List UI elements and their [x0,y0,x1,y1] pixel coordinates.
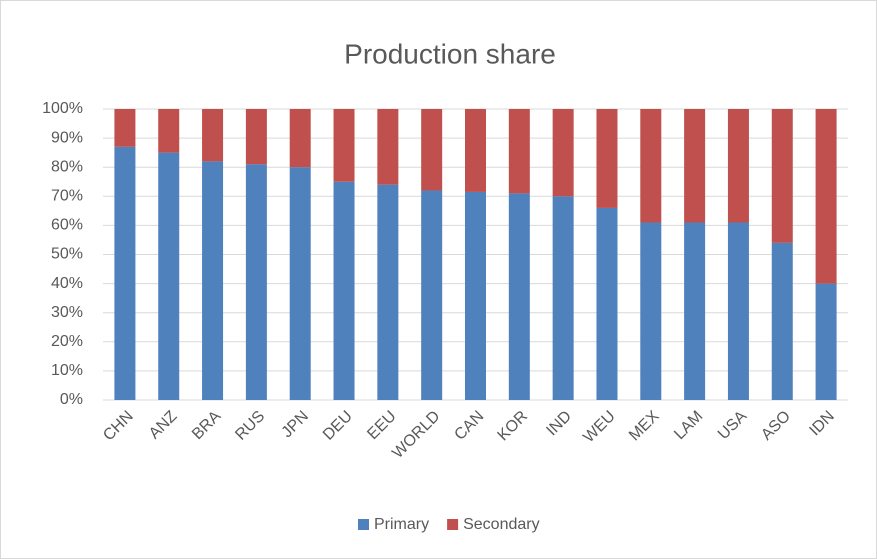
bar-segment [202,161,224,400]
bar-segment [114,146,136,400]
bar-segment [815,109,837,284]
bar-segment [552,196,574,400]
y-tick-label: 70% [51,188,83,205]
bar-segment [421,109,443,191]
legend-swatch [447,519,459,530]
bar-segment [202,109,224,162]
bar-segment [245,164,267,400]
bar-segment [727,222,749,400]
y-tick-label: 90% [51,129,83,146]
bar-segment [552,109,574,197]
y-tick-label: 100% [42,100,83,117]
chart-title: Production share [344,38,556,69]
y-tick-label: 10% [51,362,83,379]
bar-segment [377,184,399,400]
legend-label: Primary [374,516,429,533]
bar-segment [289,167,311,400]
bar-segment [333,181,355,400]
bar-segment [421,190,443,400]
bar-segment [508,193,530,400]
bar-segment [158,152,180,400]
bar-segment [596,109,618,208]
bar-segment [289,109,311,168]
bar-segment [114,109,136,147]
bar-segment [158,109,180,153]
bar-segment [684,222,706,400]
bar-segment [333,109,355,182]
bar-segment [508,109,530,194]
bar-segment [771,109,793,243]
bar-segment [640,222,662,400]
y-tick-label: 20% [51,333,83,350]
y-tick-label: 50% [51,246,83,263]
bar-segment [377,109,399,185]
legend-swatch [358,519,369,530]
bar-segment [245,109,267,165]
y-tick-label: 40% [51,275,83,292]
bar-segment [815,283,837,400]
bar-segment [465,109,486,192]
y-tick-label: 0% [60,391,83,408]
bar-segment [684,109,706,223]
y-tick-label: 60% [51,217,83,234]
legend-label: Secondary [463,516,540,533]
bar-segment [771,242,793,400]
y-tick-label: 30% [51,304,83,321]
bar-segment [465,191,486,400]
bar-segment [640,109,662,223]
bar-segment [727,109,749,223]
bar-segment [596,207,618,400]
y-tick-label: 80% [51,158,83,175]
